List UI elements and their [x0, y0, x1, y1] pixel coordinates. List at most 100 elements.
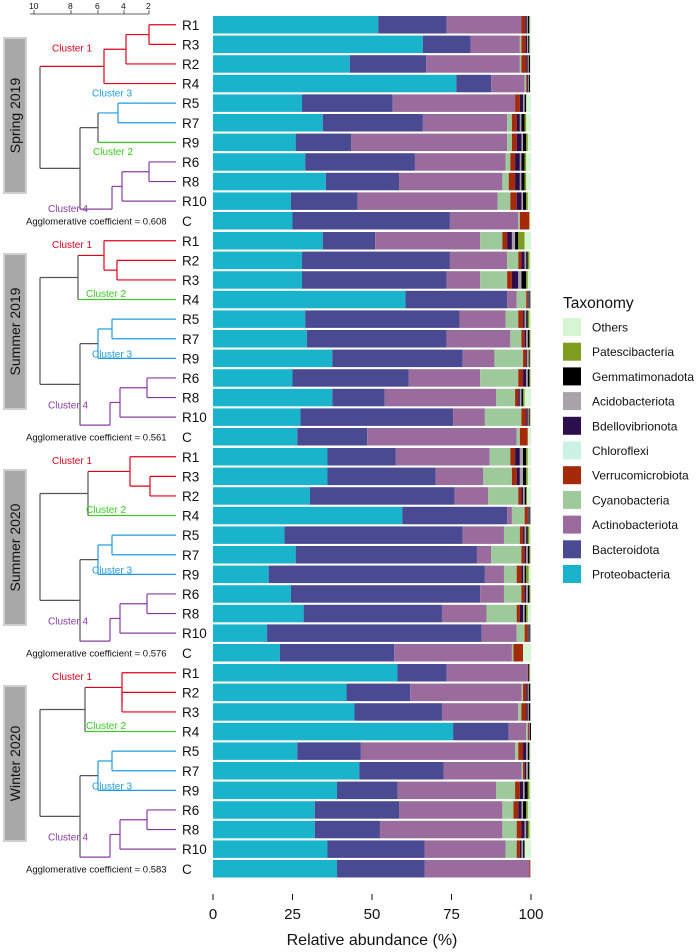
bar-segment-actinobacteriota [491, 74, 525, 93]
bar-segment-acidobacteriota [521, 192, 524, 210]
bar-segment-acidobacteriota [527, 55, 529, 73]
bar-segment-verrucomicrobiota [515, 94, 520, 112]
bar-segment-acidobacteriota [523, 604, 525, 623]
bar-segment-others [530, 506, 531, 525]
row-label: R3 [182, 273, 199, 288]
bar-segment-cyanobacteria [521, 762, 524, 780]
bar-segment-acidobacteriota [519, 172, 522, 191]
bar-segment-verrucomicrobiota [521, 408, 527, 426]
bar-segment-verrucomicrobiota [521, 546, 525, 564]
agglomerative-coefficient: Agglomerative coefficient = 0.583 [26, 864, 167, 875]
bar-segment-actinobacteriota [424, 840, 506, 858]
bar-segment-bdellovibrionota [524, 585, 527, 603]
bar-segment-proteobacteria [213, 604, 304, 623]
bar-segment-patescibacteria [526, 801, 528, 819]
season-label: Summer 2020 [7, 503, 23, 591]
bar-segment-patescibacteria [526, 467, 528, 486]
bar-segment-acidobacteriota [527, 703, 529, 721]
bar-segment-patescibacteria [529, 585, 531, 603]
bar-segment-acidobacteriota [527, 408, 529, 426]
x-tick-label: 50 [364, 906, 381, 923]
bar-segment-actinobacteriota [508, 722, 527, 741]
bar-segment-actinobacteriota [484, 565, 504, 584]
bar-segment-bacteroidota [268, 565, 485, 584]
bar-segment-gemmatimonadota [523, 467, 527, 486]
bar-segment-actinobacteriota [443, 762, 522, 780]
cluster-label: Cluster 3 [92, 88, 132, 99]
bar-segment-gemmatimonadota [529, 290, 531, 309]
bar-segment-gemmatimonadota [527, 762, 530, 780]
bar-segment-bacteroidota [346, 683, 411, 702]
row-label: R4 [182, 509, 200, 524]
bar-segment-verrucomicrobiota [524, 506, 528, 525]
row-label: C [182, 646, 192, 661]
bar-segment-others [530, 683, 531, 702]
bar-segment-verrucomicrobiota [523, 762, 525, 780]
bar-segment-others [524, 840, 531, 858]
legend-swatch-actinobacteriota [563, 515, 581, 534]
bar-segment-others [527, 801, 531, 819]
bar-segment-proteobacteria [213, 487, 310, 505]
bar-segment-verrucomicrobiota [513, 801, 519, 819]
bar-segment-acidobacteriota [523, 781, 525, 800]
bar-segment-actinobacteriota [470, 35, 520, 54]
bar-segment-others [529, 251, 531, 270]
season-label: Spring 2019 [7, 78, 23, 154]
bar-segment-bdellovibrionota [523, 310, 525, 328]
row-label: R8 [182, 607, 199, 622]
bar-segment-patescibacteria [529, 349, 531, 368]
bar-segment-bdellovibrionota [521, 565, 524, 584]
bar-segment-gemmatimonadota [521, 114, 525, 132]
dendrogram-panel-1 [39, 24, 176, 210]
bar-segment-acidobacteriota [524, 820, 527, 839]
bar-segment-gemmatimonadota [527, 585, 530, 603]
bar-segment-proteobacteria [213, 722, 454, 741]
bar-segment-actinobacteriota [426, 55, 520, 73]
bar-segment-verrucomicrobiota [519, 526, 524, 544]
bar-segment-actinobacteriota [449, 212, 519, 230]
bar-segment-acidobacteriota [523, 94, 525, 112]
bar-segment-verrucomicrobiota [511, 467, 517, 486]
agglomerative-coefficient: Agglomerative coefficient = 0.576 [26, 648, 167, 659]
bar-segment-bdellovibrionota [528, 722, 530, 741]
bar-segment-bacteroidota [290, 192, 358, 210]
bar-segment-proteobacteria [213, 388, 333, 407]
bar-segment-verrucomicrobiota [527, 722, 529, 741]
bar-segment-proteobacteria [213, 742, 298, 760]
bar-segment-cyanobacteria [503, 585, 522, 603]
bar-segment-acidobacteriota [527, 349, 529, 368]
bar-segment-bacteroidota [322, 232, 376, 250]
bar-segment-cyanobacteria [480, 271, 508, 289]
bar-segment-bacteroidota [322, 114, 423, 132]
bar-segment-bacteroidota [453, 722, 509, 741]
bar-segment-cyanobacteria [480, 232, 503, 250]
panel-summer-2020: Summer 2020 Cluster 1 Cluster 2 Cluster 3 Cl… [3, 448, 531, 662]
cluster-label: Cluster 4 [48, 400, 88, 411]
bar-segment-actinobacteriota [360, 742, 516, 760]
bar-segment-actinobacteriota [453, 408, 485, 426]
bar-segment-bdellovibrionota [527, 624, 529, 642]
bar-segment-bdellovibrionota [524, 546, 527, 564]
bar-segment-acidobacteriota [528, 506, 530, 525]
bar-segment-bdellovibrionota [516, 467, 520, 486]
row-label: R3 [182, 37, 199, 52]
bar-segment-bacteroidota [302, 251, 450, 270]
bar-segment-proteobacteria [213, 172, 326, 191]
bar-segment-proteobacteria [213, 310, 306, 328]
bar-segment-acidobacteriota [526, 330, 528, 348]
bar-segment-others [529, 310, 531, 328]
bar-segment-patescibacteria [526, 604, 528, 623]
bar-segment-bdellovibrionota [519, 781, 524, 800]
bar-segment-actinobacteriota [441, 604, 487, 623]
bar-segment-gemmatimonadota [523, 840, 525, 858]
bar-segment-proteobacteria [213, 860, 338, 878]
bar-segment-others [527, 192, 531, 210]
bar-segment-verrucomicrobiota [518, 487, 522, 505]
bar-segment-proteobacteria [213, 16, 379, 34]
row-label: R10 [182, 842, 207, 857]
bar-segment-cyanobacteria [511, 644, 514, 662]
bar-segment-actinobacteriota [459, 310, 506, 328]
bar-segment-actinobacteriota [424, 860, 530, 878]
legend-swatch-bacteroidota [563, 540, 581, 559]
bar-segment-bacteroidota [302, 271, 447, 289]
